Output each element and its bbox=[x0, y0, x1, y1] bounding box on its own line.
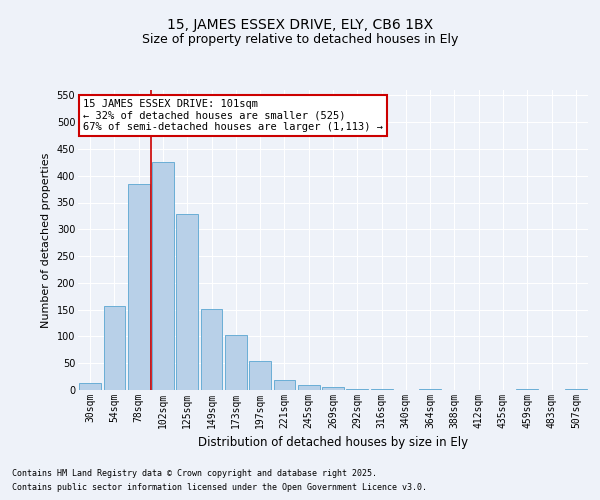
Bar bbox=[249, 361, 271, 390]
Bar bbox=[346, 389, 368, 390]
Text: 15 JAMES ESSEX DRIVE: 101sqm
← 32% of detached houses are smaller (525)
67% of s: 15 JAMES ESSEX DRIVE: 101sqm ← 32% of de… bbox=[83, 99, 383, 132]
Text: Size of property relative to detached houses in Ely: Size of property relative to detached ho… bbox=[142, 32, 458, 46]
X-axis label: Distribution of detached houses by size in Ely: Distribution of detached houses by size … bbox=[198, 436, 468, 450]
Bar bbox=[152, 162, 174, 390]
Y-axis label: Number of detached properties: Number of detached properties bbox=[41, 152, 51, 328]
Bar bbox=[128, 184, 149, 390]
Text: Contains HM Land Registry data © Crown copyright and database right 2025.: Contains HM Land Registry data © Crown c… bbox=[12, 468, 377, 477]
Bar bbox=[200, 308, 223, 390]
Bar bbox=[176, 214, 198, 390]
Bar bbox=[225, 336, 247, 390]
Bar bbox=[104, 306, 125, 390]
Bar bbox=[274, 380, 295, 390]
Bar bbox=[79, 382, 101, 390]
Bar bbox=[298, 384, 320, 390]
Bar bbox=[322, 388, 344, 390]
Text: Contains public sector information licensed under the Open Government Licence v3: Contains public sector information licen… bbox=[12, 484, 427, 492]
Text: 15, JAMES ESSEX DRIVE, ELY, CB6 1BX: 15, JAMES ESSEX DRIVE, ELY, CB6 1BX bbox=[167, 18, 433, 32]
